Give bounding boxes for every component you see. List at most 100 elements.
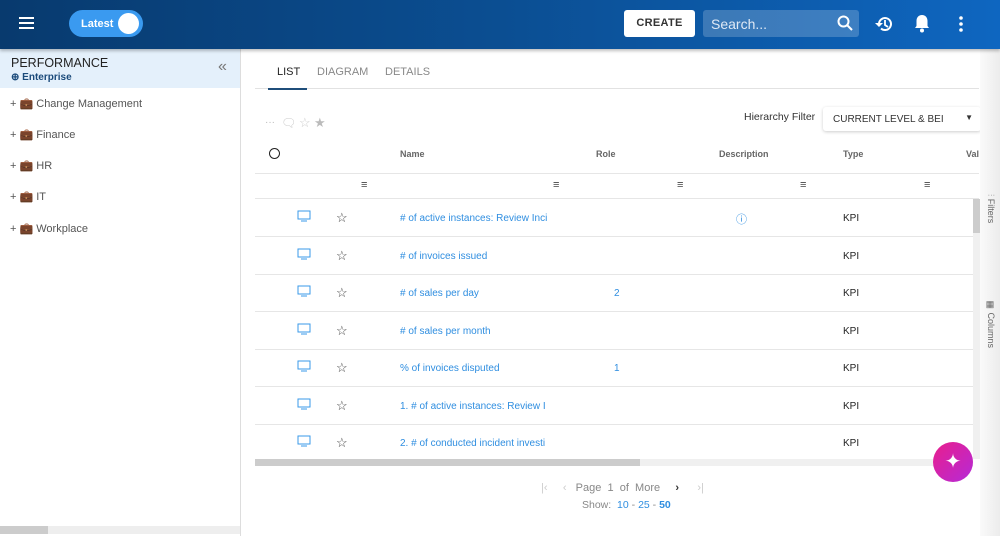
select-all-radio[interactable] [269,148,280,159]
globe-icon: ⊕ [11,72,23,83]
row-role[interactable]: 2 [614,288,620,299]
column-header-type[interactable]: Type [843,149,864,159]
tab-diagram[interactable]: DIAGRAM [317,66,369,78]
search-placeholder: Search... [711,16,768,32]
tab-list[interactable]: LIST [277,66,301,78]
favorite-star-icon[interactable]: ☆ [336,285,348,300]
table-vscrollbar[interactable] [973,199,980,459]
page-size-10[interactable]: 10 [617,499,629,511]
tab-details[interactable]: DETAILS [385,66,431,78]
table-row[interactable]: ☆ # of sales per month KPI [255,312,973,350]
column-header-description[interactable]: Description [719,149,769,159]
row-type: KPI [843,400,860,412]
monitor-icon[interactable] [297,285,311,300]
sidebar: PERFORMANCE ⊕ Enterprise « + 💼 Change Ma… [0,49,241,536]
briefcase-icon: 💼 [19,223,34,235]
hierarchy-filter-select[interactable]: CURRENT LEVEL & BEI ▼ [823,107,981,131]
page-total: More [635,482,661,494]
sidebar-header: PERFORMANCE ⊕ Enterprise « [0,49,240,88]
toggle-label: Latest [81,18,114,30]
favorite-star-icon[interactable]: ☆ [336,360,348,375]
column-header-value[interactable]: Val [966,149,980,159]
pagination: |‹ ‹ Page 1 of More › ›| [541,482,704,494]
tree-item-it[interactable]: + 💼 IT [10,191,47,203]
row-name-link[interactable]: # of sales per month [400,325,491,337]
table-row[interactable]: ☆ # of active instances: Review Inci ⓘ K… [255,199,973,237]
monitor-icon[interactable] [297,360,311,375]
notifications-bell-icon[interactable] [913,13,931,33]
row-type: KPI [843,363,860,374]
row-name-link[interactable]: # of invoices issued [400,250,488,262]
table-row[interactable]: ☆ # of sales per day 2 KPI [255,274,973,312]
tree-item-workplace[interactable]: + 💼 Workplace [10,223,89,235]
search-input[interactable]: Search... [703,10,859,37]
history-icon[interactable] [874,14,894,34]
hierarchy-filter-label: Hierarchy Filter [744,111,816,123]
filter-icon[interactable]: ≡ [800,179,807,191]
column-header-role[interactable]: Role [596,149,616,159]
row-name-link[interactable]: 2. # of conducted incident investi [400,438,546,449]
tabs-divider [255,88,979,89]
table-row[interactable]: ☆ 1. # of active instances: Review I KPI [255,387,973,425]
tree-item-hr[interactable]: + 💼 HR [10,160,53,172]
search-icon[interactable] [837,15,853,31]
row-name-link[interactable]: 1. # of active instances: Review I [400,400,546,412]
next-page-icon[interactable]: › [675,482,680,494]
page-size-50[interactable]: 50 [659,499,671,511]
first-page-icon[interactable]: |‹ [541,482,548,494]
table-row[interactable]: ☆ # of invoices issued KPI [255,237,973,275]
row-name-link[interactable]: % of invoices disputed [400,363,500,374]
more-vert-icon[interactable] [957,15,965,33]
row-name-link[interactable]: # of sales per day [400,288,479,299]
tree-item-change-management[interactable]: + 💼 Change Management [10,98,143,110]
create-button[interactable]: CREATE [624,10,695,37]
info-icon[interactable]: ⓘ [736,214,747,226]
tree-item-finance[interactable]: + 💼 Finance [10,129,76,141]
table-row[interactable]: ☆ 2. # of conducted incident investi KPI [255,424,973,462]
column-header-name[interactable]: Name [400,149,425,159]
monitor-icon[interactable] [297,435,311,450]
more-actions-icon[interactable]: ··· [265,117,275,128]
table-hscrollbar[interactable] [255,459,973,466]
monitor-icon[interactable] [297,248,311,263]
filter-icon[interactable]: ≡ [677,179,684,191]
filter-row-divider [255,198,979,199]
filters-panel-tab[interactable]: ⫶ Filters [986,194,996,224]
sidebar-hscrollbar[interactable] [0,526,240,534]
header-divider [255,173,979,174]
favorite-star-icon[interactable]: ☆ [336,247,348,263]
filters-icon: ⫶ [986,194,996,199]
filter-icon[interactable]: ≡ [361,179,368,191]
favorite-star-icon[interactable]: ☆ [336,210,348,225]
favorite-filled-icon[interactable]: ★ [314,115,326,130]
row-type: KPI [843,288,860,299]
comments-icon[interactable]: 🗨 [281,116,297,130]
favorite-star-icon[interactable]: ☆ [336,397,348,413]
page-size-selector: Show: 10 - 25 - 50 [582,499,671,511]
filter-icon[interactable]: ≡ [553,179,560,191]
columns-panel-tab[interactable]: ▦ Columns [986,300,996,349]
favorite-outline-icon[interactable]: ☆ [299,115,311,130]
row-type: KPI [843,325,860,337]
page-size-25[interactable]: 25 [638,499,650,511]
monitor-icon[interactable] [297,398,311,413]
ai-assistant-sparkle-button[interactable]: ✦ [933,442,973,482]
sidebar-subtitle: ⊕ Enterprise [11,72,72,83]
monitor-icon[interactable] [297,323,311,338]
top-header: Latest CREATE Search... [0,0,1000,49]
filter-icon[interactable]: ≡ [924,179,931,191]
row-name-link[interactable]: # of active instances: Review Inci [400,213,548,224]
dropdown-arrow-icon: ▼ [965,113,973,122]
favorite-star-icon[interactable]: ☆ [336,322,348,338]
prev-page-icon[interactable]: ‹ [562,482,567,494]
row-role[interactable]: 1 [614,363,620,374]
table-row[interactable]: ☆ % of invoices disputed 1 KPI [255,349,973,387]
favorite-star-icon[interactable]: ☆ [336,435,348,450]
collapse-sidebar-icon[interactable]: « [218,58,227,75]
latest-toggle[interactable]: Latest [69,10,143,37]
monitor-icon[interactable] [297,210,311,225]
row-type: KPI [843,213,860,224]
menu-icon[interactable] [19,17,34,29]
last-page-icon[interactable]: ›| [697,482,704,494]
page-number: 1 [607,482,614,494]
